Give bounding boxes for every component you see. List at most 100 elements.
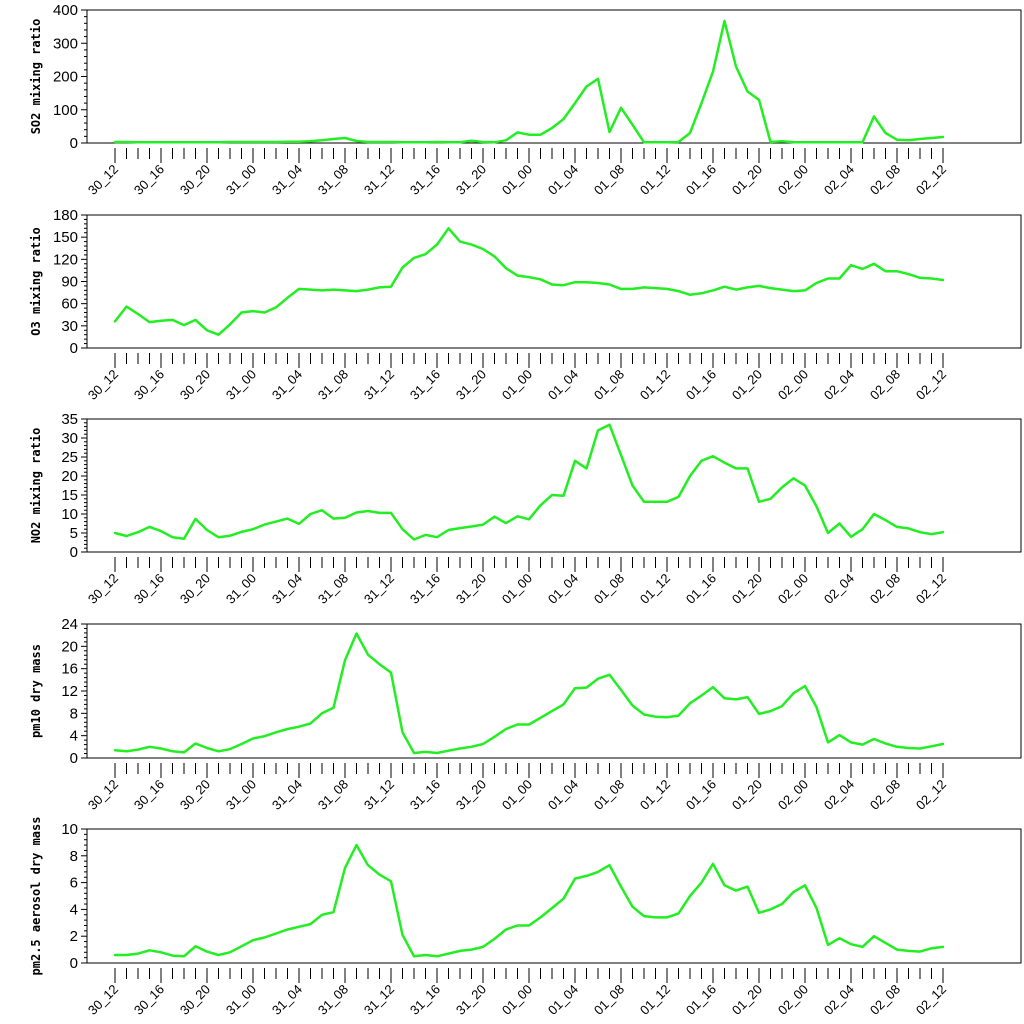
x-tick-label: 01_00 — [499, 777, 535, 813]
y-tick-label: 12 — [61, 683, 78, 700]
x-tick-label: 01_08 — [591, 162, 627, 198]
x-tick-label: 02_08 — [867, 162, 903, 198]
x-tick-label: 01_16 — [683, 367, 719, 403]
x-tick-label: 30_12 — [85, 162, 121, 198]
y-tick-label: 0 — [70, 955, 78, 972]
x-tick-label: 01_08 — [591, 367, 627, 403]
y-tick-label: 60 — [61, 296, 78, 313]
x-tick-label: 01_08 — [591, 571, 627, 607]
x-tick-label: 01_20 — [729, 777, 765, 813]
x-tick-label: 31_20 — [453, 777, 489, 813]
plot-frame — [86, 418, 1022, 553]
x-tick-label: 01_08 — [591, 982, 627, 1018]
y-tick-label: 25 — [61, 449, 78, 466]
x-tick-label: 31_00 — [223, 982, 259, 1018]
x-tick-label: 31_08 — [315, 982, 351, 1018]
y-tick-label: 2 — [70, 928, 78, 945]
plot-frame — [86, 623, 1022, 759]
chart-panel-4: 0 4 8 12 16 20 24 pm10 dry mass 30_12 30_16 30_20 3… — [29, 616, 1022, 813]
x-tick-label: 31_12 — [361, 982, 397, 1018]
x-tick-label: 31_20 — [453, 571, 489, 607]
y-tick-label: 6 — [70, 875, 78, 892]
x-tick-label: 31_16 — [407, 162, 443, 198]
chart-panel-2: 0 30 60 90 120 150 180 O3 mixing ratio 30_12 30_1… — [29, 207, 1022, 403]
series-line-1 — [113, 843, 945, 958]
y-axis-label: SO2 mixing ratio — [29, 19, 43, 135]
x-tick-label: 30_20 — [177, 777, 213, 813]
x-tick-label: 30_16 — [131, 777, 167, 813]
y-tick-label: 8 — [70, 848, 78, 865]
x-tick-label: 02_12 — [913, 367, 949, 403]
x-tick-label: 01_12 — [637, 162, 673, 198]
x-tick-label: 02_04 — [821, 982, 857, 1018]
series-line-1 — [113, 19, 945, 144]
x-tick-label: 01_16 — [683, 162, 719, 198]
x-tick-label: 02_04 — [821, 367, 857, 403]
y-tick-label: 100 — [53, 102, 78, 119]
x-tick-label: 02_08 — [867, 571, 903, 607]
x-tick-label: 02_04 — [821, 571, 857, 607]
x-tick-label: 31_12 — [361, 367, 397, 403]
y-tick-label: 90 — [61, 274, 78, 291]
x-tick-label: 01_20 — [729, 982, 765, 1018]
x-tick-label: 01_12 — [637, 777, 673, 813]
x-tick-label: 02_12 — [913, 982, 949, 1018]
x-tick-label: 01_00 — [499, 571, 535, 607]
y-tick-label: 8 — [70, 705, 78, 722]
x-tick-label: 31_04 — [269, 777, 305, 813]
x-tick-label: 01_04 — [545, 982, 581, 1018]
x-tick-label: 31_16 — [407, 777, 443, 813]
x-tick-label: 01_16 — [683, 982, 719, 1018]
y-tick-label: 20 — [61, 638, 78, 655]
x-tick-label: 30_20 — [177, 367, 213, 403]
x-tick-label: 02_00 — [775, 367, 811, 403]
y-tick-label: 4 — [70, 901, 78, 918]
y-tick-label: 0 — [70, 544, 78, 561]
x-tick-label: 31_16 — [407, 367, 443, 403]
x-tick-label: 30_12 — [85, 571, 121, 607]
y-tick-label: 180 — [53, 207, 78, 224]
x-tick-label: 01_12 — [637, 367, 673, 403]
y-tick-label: 24 — [61, 616, 78, 633]
x-tick-label: 01_04 — [545, 162, 581, 198]
x-tick-label: 01_04 — [545, 777, 581, 813]
x-tick-label: 02_08 — [867, 777, 903, 813]
y-tick-label: 30 — [61, 318, 78, 335]
x-tick-label: 30_12 — [85, 367, 121, 403]
y-tick-label: 0 — [70, 135, 78, 152]
x-tick-label: 31_00 — [223, 777, 259, 813]
x-tick-label: 31_12 — [361, 777, 397, 813]
y-tick-label: 200 — [53, 69, 78, 86]
plot-frame — [86, 9, 1022, 144]
y-tick-label: 4 — [70, 728, 78, 745]
x-tick-label: 01_20 — [729, 367, 765, 403]
x-tick-label: 02_04 — [821, 777, 857, 813]
x-tick-label: 31_00 — [223, 367, 259, 403]
x-tick-label: 30_16 — [131, 367, 167, 403]
chart-panel-5: 0 2 4 6 8 10 pm2.5 aerosol dry mass 30_12 30_16 3… — [29, 817, 1022, 1018]
x-tick-label: 01_04 — [545, 367, 581, 403]
x-tick-label: 01_12 — [637, 571, 673, 607]
y-tick-label: 15 — [61, 487, 78, 504]
y-tick-label: 10 — [61, 506, 78, 523]
series-line-1 — [113, 227, 945, 336]
x-tick-label: 30_16 — [131, 982, 167, 1018]
chart-panel-3: 0 5 10 15 20 25 30 35 NO2 mixing ratio 30_12 30_16… — [29, 411, 1022, 607]
y-tick-label: 120 — [53, 251, 78, 268]
x-tick-label: 31_20 — [453, 162, 489, 198]
x-tick-label: 31_04 — [269, 571, 305, 607]
x-tick-label: 02_08 — [867, 982, 903, 1018]
series-line-1 — [113, 632, 945, 755]
y-tick-label: 0 — [70, 340, 78, 357]
x-tick-label: 31_00 — [223, 162, 259, 198]
y-tick-label: 0 — [70, 750, 78, 767]
x-tick-label: 02_00 — [775, 777, 811, 813]
x-tick-label: 01_12 — [637, 982, 673, 1018]
y-tick-label: 10 — [61, 821, 78, 838]
x-tick-label: 31_12 — [361, 571, 397, 607]
x-tick-label: 30_12 — [85, 777, 121, 813]
x-tick-label: 01_20 — [729, 571, 765, 607]
x-tick-label: 01_20 — [729, 162, 765, 198]
x-tick-label: 31_08 — [315, 571, 351, 607]
